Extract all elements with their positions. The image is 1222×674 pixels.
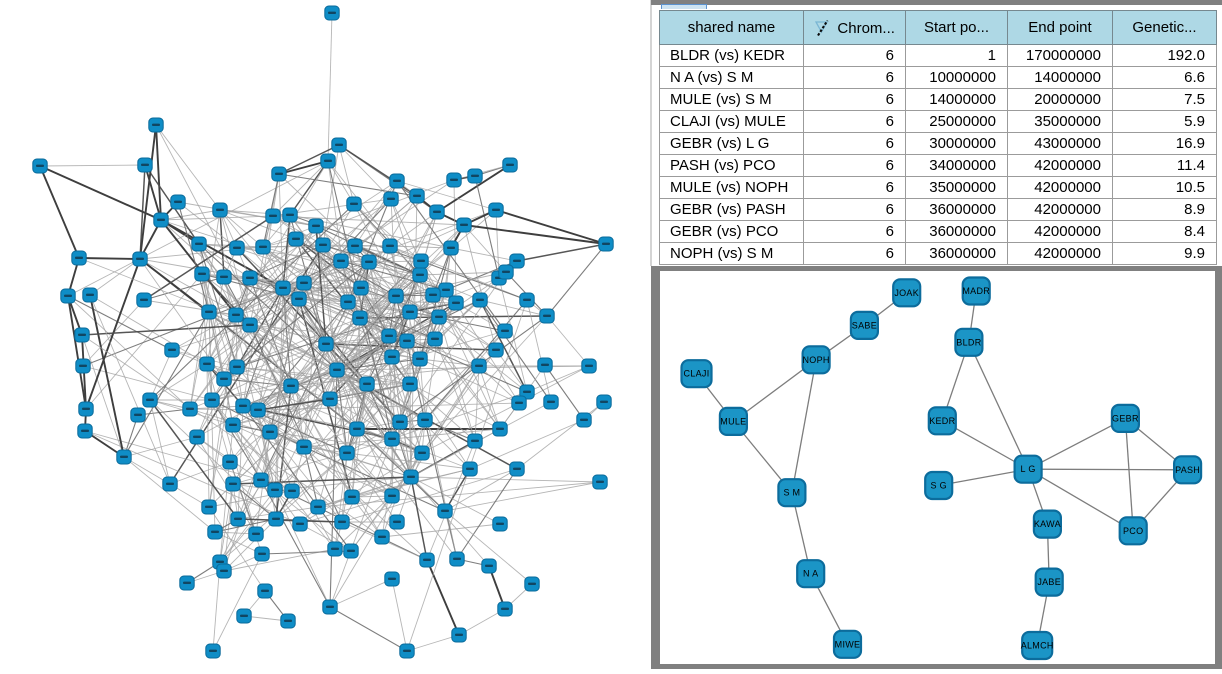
svg-text:JOAK: JOAK [894, 288, 919, 298]
svg-text:S G: S G [930, 481, 946, 491]
svg-text:PASH: PASH [1175, 465, 1200, 475]
svg-text:BLDR: BLDR [956, 337, 981, 347]
svg-text:PCO: PCO [1123, 526, 1143, 536]
svg-text:N A: N A [803, 569, 818, 579]
svg-text:KEDR: KEDR [929, 416, 955, 426]
svg-text:L G: L G [1021, 464, 1036, 474]
svg-text:KAWA: KAWA [1034, 519, 1061, 529]
svg-text:CLAJI: CLAJI [683, 369, 709, 379]
svg-text:JABE: JABE [1037, 577, 1061, 587]
svg-text:MADR: MADR [962, 286, 990, 296]
svg-text:GEBR: GEBR [1112, 413, 1139, 423]
svg-text:S M: S M [783, 488, 800, 498]
svg-text:MULE: MULE [720, 416, 746, 426]
svg-text:SABE: SABE [852, 320, 877, 330]
svg-text:MIWE: MIWE [835, 639, 861, 649]
svg-text:NOPH: NOPH [802, 355, 829, 365]
svg-text:ALMCH: ALMCH [1021, 641, 1054, 651]
